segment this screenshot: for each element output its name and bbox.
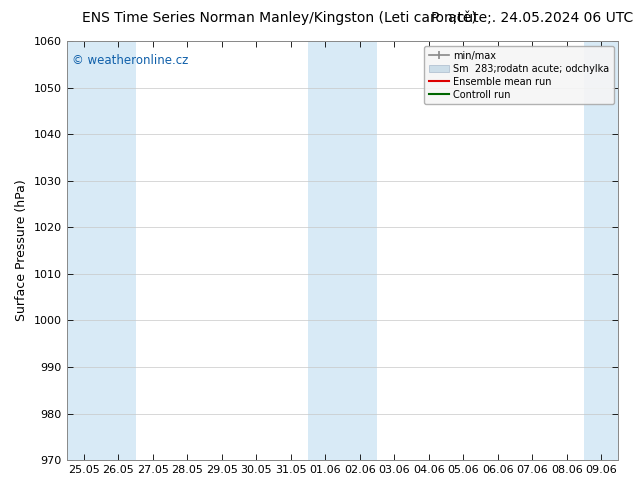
Y-axis label: Surface Pressure (hPa): Surface Pressure (hPa) — [15, 180, 28, 321]
Bar — [67, 41, 136, 460]
Text: © weatheronline.cz: © weatheronline.cz — [72, 53, 188, 67]
Text: ENS Time Series Norman Manley/Kingston (Leti caron;tě): ENS Time Series Norman Manley/Kingston (… — [82, 11, 477, 25]
Text: P  acute;. 24.05.2024 06 UTC: P acute;. 24.05.2024 06 UTC — [431, 11, 633, 25]
Legend: min/max, Sm  283;rodatn acute; odchylka, Ensemble mean run, Controll run: min/max, Sm 283;rodatn acute; odchylka, … — [424, 46, 614, 104]
Bar — [308, 41, 377, 460]
Bar — [584, 41, 619, 460]
